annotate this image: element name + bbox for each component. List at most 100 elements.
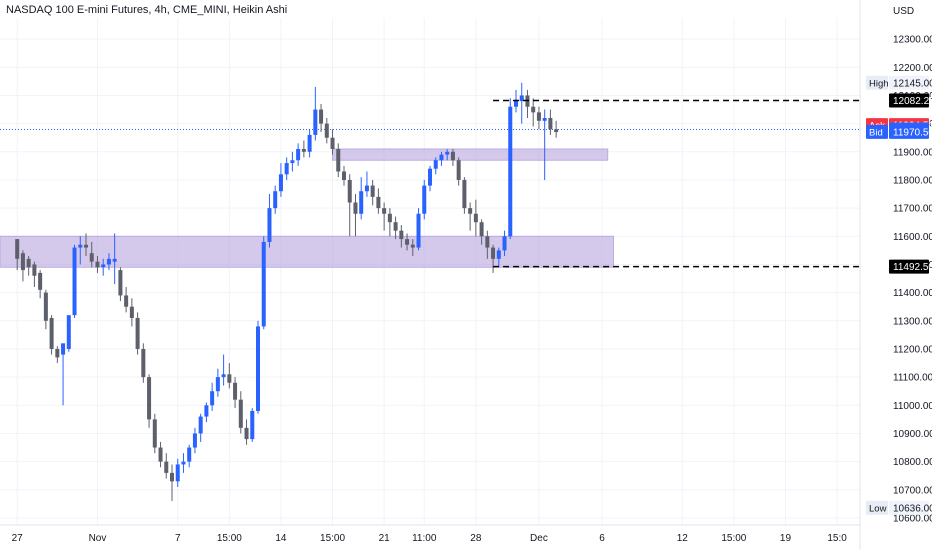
price-tag-label-box — [866, 500, 888, 515]
candle-body — [336, 148, 341, 172]
currency-label: USD — [893, 6, 915, 17]
candle-body — [215, 377, 220, 392]
candle-body — [267, 208, 272, 242]
candle-body — [370, 185, 375, 197]
candle-body — [78, 244, 83, 248]
price-tag-black — [889, 259, 929, 274]
candle-body — [307, 134, 312, 152]
candle-body — [290, 160, 295, 164]
candle-body — [531, 106, 536, 113]
candle-body — [502, 236, 507, 251]
candle-body — [106, 258, 111, 265]
time-tick-label: 21 — [379, 533, 391, 544]
time-tick-label: 27 — [12, 533, 24, 544]
candle-body — [341, 171, 347, 180]
candle-body — [227, 374, 232, 383]
time-tick-label: 15:00 — [217, 533, 242, 544]
candle-body — [49, 317, 54, 349]
candle-body — [278, 174, 283, 192]
time-tick-label: 14 — [275, 533, 287, 544]
candle-body — [491, 247, 496, 259]
candle-body — [433, 160, 438, 169]
candle-body — [468, 208, 473, 214]
candle-body — [61, 343, 66, 355]
time-tick-label: 6 — [599, 533, 605, 544]
candle-body — [324, 123, 329, 138]
candle-body — [536, 112, 541, 121]
time-tick-label: 12 — [677, 533, 689, 544]
candle-body — [364, 185, 369, 192]
candle-body — [89, 253, 94, 262]
price-tag-black — [889, 93, 929, 108]
candle-body — [554, 129, 559, 133]
candle-body — [513, 101, 519, 107]
candle-body — [83, 244, 89, 248]
candle-body — [445, 151, 450, 155]
candle-body — [26, 258, 31, 268]
candle-body — [496, 250, 501, 259]
candle-body — [181, 461, 186, 465]
candle-body — [158, 447, 163, 462]
zone-box-2 — [0, 235, 614, 268]
candle-body — [255, 326, 261, 411]
price-tag-value: 11492.50 — [893, 262, 932, 273]
candle-body — [462, 179, 467, 209]
candle-body — [129, 306, 134, 318]
candle-body — [20, 253, 25, 271]
candle-body — [456, 160, 461, 180]
candle-body — [164, 461, 169, 473]
candle-body — [152, 419, 157, 448]
candle-body — [410, 244, 415, 248]
candle-body — [141, 348, 146, 378]
price-tag-value: 12145.00 — [893, 78, 932, 89]
candle-body — [416, 213, 421, 248]
candle-body — [301, 148, 306, 152]
candle-body — [393, 222, 398, 231]
candle-body — [376, 196, 381, 209]
zone-box-1 — [332, 148, 609, 161]
candle-body — [450, 151, 455, 161]
time-tick-label: 15:00 — [721, 533, 746, 544]
price-tag-low — [889, 500, 929, 515]
price-tag-label: Low — [869, 503, 887, 514]
price-tick-label: 11900.00 — [893, 147, 932, 158]
candle-body — [244, 427, 249, 440]
candle-body — [485, 236, 490, 248]
candle-body — [169, 472, 175, 482]
price-tag-value: 12082.25 — [893, 96, 932, 107]
candle-body — [175, 464, 180, 482]
price-tag-label: High — [869, 78, 889, 89]
candle-body — [405, 239, 410, 245]
price-tag-label-box — [866, 124, 888, 139]
price-tick-label: 12300.00 — [893, 35, 932, 46]
price-tag-label-box — [866, 75, 888, 90]
price-tag-high — [889, 75, 929, 90]
candle-body — [66, 315, 71, 349]
candle-body — [479, 222, 484, 237]
price-tag-value: 11970.50 — [893, 127, 932, 138]
candle-body — [238, 399, 243, 428]
time-tick-label: Dec — [530, 533, 548, 544]
candle-body — [284, 163, 289, 175]
time-tick-label: Nov — [89, 533, 107, 544]
candle-body — [439, 154, 444, 161]
price-tag-label: Bid — [869, 127, 883, 138]
time-tick-label: 15:00 — [320, 533, 345, 544]
candle-body — [273, 191, 278, 209]
candle-body — [118, 270, 123, 296]
candle-body — [192, 433, 197, 448]
price-tick-label: 11000.00 — [893, 401, 932, 412]
candle-body — [296, 148, 301, 161]
candle-body — [135, 317, 140, 349]
candle-body — [548, 117, 553, 130]
price-tick-label: 11300.00 — [893, 316, 932, 327]
candle-body — [198, 416, 203, 434]
candle-body — [101, 264, 106, 268]
candle-body — [204, 405, 209, 417]
candle-body — [112, 258, 117, 262]
candle-body — [95, 261, 100, 268]
candle-body — [15, 239, 20, 259]
candle-body — [147, 377, 152, 420]
